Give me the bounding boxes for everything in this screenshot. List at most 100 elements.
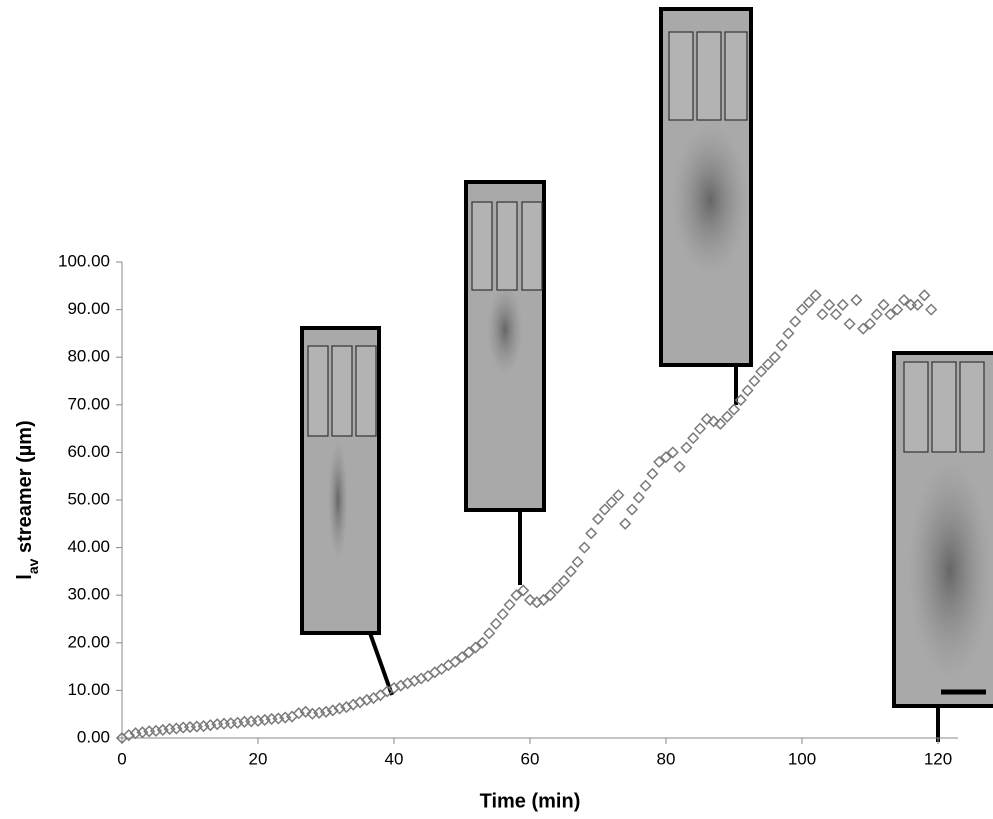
data-point [571,555,584,568]
data-point [449,655,462,668]
data-point [877,298,890,311]
biofilm [908,460,992,680]
data-point [299,705,312,718]
data-point [707,415,720,428]
data-point [680,441,693,454]
data-point [551,581,564,595]
y-tick-label: 60.00 [67,442,110,461]
y-tick-label: 80.00 [67,347,110,366]
data-point [782,327,795,340]
data-point [802,296,815,309]
data-point [884,308,897,321]
channel [724,31,748,121]
y-label-sub: av [25,558,41,574]
data-point [741,384,754,397]
data-point [326,704,339,717]
data-point [870,308,883,321]
x-tick-label: 60 [521,749,540,768]
data-point [748,374,761,388]
data-point [489,617,503,630]
x-tick-label: 40 [385,749,404,768]
data-point [585,527,598,540]
y-tick-label: 50.00 [67,489,110,508]
channel [521,201,543,291]
data-point [462,646,475,659]
y-axis-title: lav streamer (µm) [14,420,40,579]
channel [696,31,722,121]
data-point [483,627,496,640]
data-point [809,289,822,302]
data-point [122,729,135,742]
data-point [469,641,482,654]
data-point [714,417,727,430]
data-point [557,574,571,587]
data-point [687,432,700,445]
data-point [816,308,829,321]
data-point [850,294,863,307]
y-label-main: l [14,574,36,580]
data-point [523,593,537,607]
data-point [897,294,911,307]
data-point [646,467,659,480]
data-point [918,289,931,302]
data-point [673,460,686,473]
data-point [843,317,856,330]
data-point [435,662,448,676]
data-point [442,659,455,672]
data-point [911,298,924,311]
data-point [891,303,904,316]
data-point [360,693,373,706]
insets [300,7,993,742]
data-point [591,512,605,526]
data-point [496,608,509,621]
y-tick-label: 0.00 [77,727,110,746]
x-tick-label: 80 [657,749,676,768]
data-point [517,584,530,597]
y-tick-label: 40.00 [67,537,110,556]
channel [931,361,957,453]
x-tick-label: 0 [117,749,126,768]
biofilm [672,125,748,275]
y-tick-label: 70.00 [67,394,110,413]
data-point [245,715,258,728]
data-point [632,491,645,504]
data-point [727,403,741,416]
data-point [789,315,802,328]
data-point [619,517,632,530]
data-point [639,479,652,492]
y-tick-label: 10.00 [67,680,110,699]
data-point [863,317,877,330]
channel [307,345,329,437]
data-point [183,720,197,734]
data-point [455,651,469,664]
data-point [292,707,305,720]
x-tick-label: 100 [788,749,816,768]
y-tick-label: 20.00 [67,632,110,651]
data-point [612,489,625,502]
data-point [537,593,550,607]
data-point [476,636,489,649]
data-point [823,298,836,311]
data-point [755,365,768,378]
data-point [829,308,843,321]
data-point [224,717,237,730]
data-point [761,358,775,371]
data-point [428,666,441,679]
data-point [857,322,870,335]
x-tick-label: 120 [924,749,952,768]
data-point [693,422,707,435]
y-tick-label: 100.00 [58,251,110,270]
data-point [768,351,781,364]
biofilm [328,440,348,560]
data-point [653,455,666,468]
data-point [721,410,734,423]
y-label-rest: streamer (µm) [14,420,36,558]
channel [496,201,518,291]
data-point [925,303,938,316]
channel [471,201,493,291]
connector [368,632,394,696]
channel [355,345,377,437]
data-point [836,298,849,311]
